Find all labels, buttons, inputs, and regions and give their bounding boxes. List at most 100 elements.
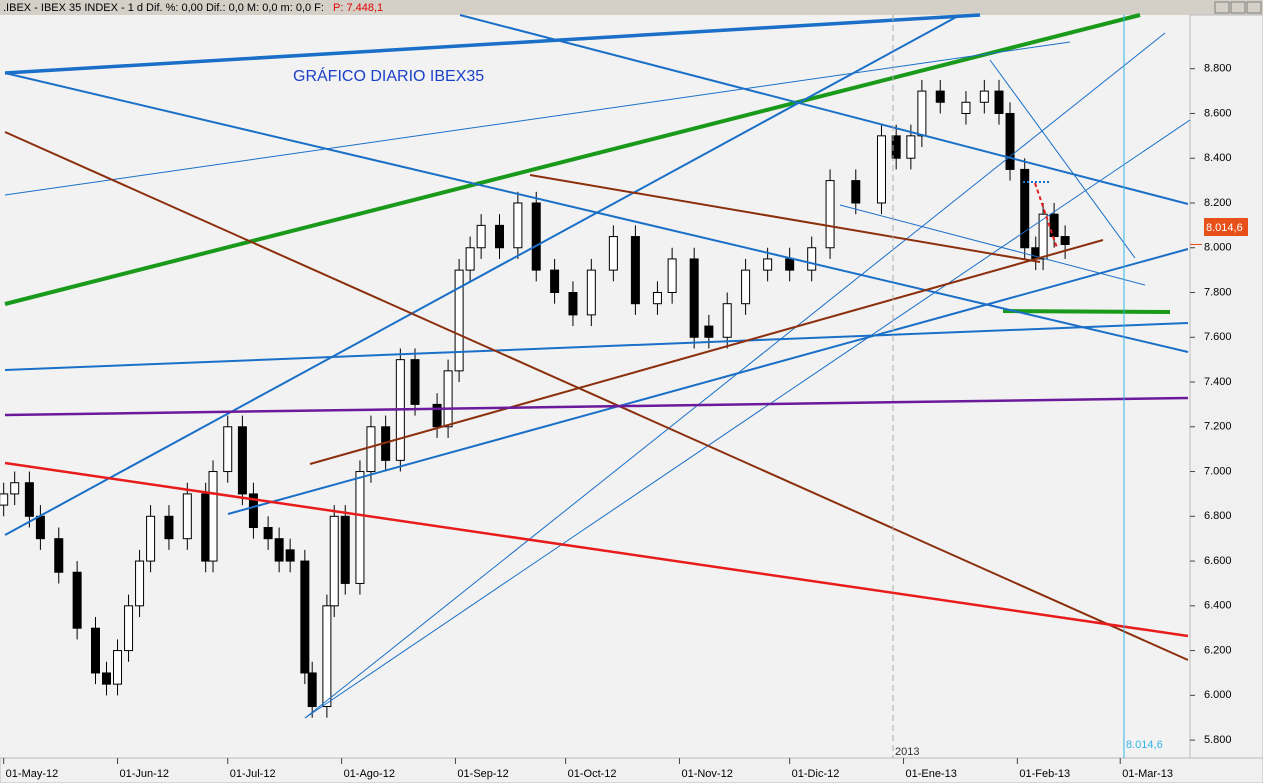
candle-body [329,515,339,607]
candle-body [340,515,350,584]
candle-body [248,493,258,528]
plot-area [0,15,1190,758]
year-label: 2013 [895,746,919,758]
y-tick-label: 8.400 [1204,152,1232,164]
y-tick-label: 8.000 [1204,242,1232,254]
last-price: 8.014,6 [1206,222,1243,234]
candle-body [102,672,112,685]
candle-body [891,135,901,159]
candle-body [513,202,523,249]
x-tick-label: 01-Jul-12 [230,768,276,780]
candle-body [763,258,773,271]
x-tick-label: 01-Dic-12 [792,768,840,780]
candle-body [300,560,310,674]
candle-body [35,515,45,540]
candle-body [935,90,945,103]
x-tick-label: 01-Mar-13 [1122,768,1173,780]
candle-body [465,247,475,271]
candle-body [851,180,861,204]
candle-body [961,101,971,114]
candle-body [586,269,596,316]
y-tick-label: 5.800 [1204,734,1232,746]
candle-body [454,269,464,372]
candle-body [285,549,295,562]
candle-body [322,605,332,708]
candle-body [979,90,989,103]
candle-body [531,202,541,271]
candle-body [237,426,247,495]
y-tick-label: 8.200 [1204,197,1232,209]
candle-body [223,426,233,473]
candle-body [689,258,699,338]
candle-body [113,650,123,685]
y-tick-label: 7.200 [1204,421,1232,433]
x-tick-label: 01-Jun-12 [120,768,170,780]
candle-body [263,526,273,540]
x-tick-label: 01-Nov-12 [681,768,732,780]
candle-body [366,426,376,473]
y-tick-label: 7.400 [1204,376,1232,388]
header-bar [0,0,1263,15]
x-tick-label: 01-Oct-12 [568,768,617,780]
candle-body [1038,213,1048,260]
candle-body [741,269,751,305]
y-tick-label: 7.600 [1204,331,1232,343]
candle-body [1020,168,1030,249]
candle-body [201,493,211,562]
y-tick-label: 8.800 [1204,63,1232,75]
x-tick-label: 01-Ago-12 [344,768,395,780]
x-tick-label: 01-Feb-13 [1019,768,1070,780]
y-tick-label: 6.400 [1204,600,1232,612]
y-tick-label: 6.600 [1204,555,1232,567]
candle-body [652,292,662,305]
y-tick-label: 6.000 [1204,689,1232,701]
y-tick-label: 8.600 [1204,107,1232,119]
cursor-price: 8.014,6 [1126,739,1163,751]
candle-body [410,359,420,405]
candle-body [72,571,82,629]
candle-body [476,224,486,249]
y-tick-label: 7.000 [1204,465,1232,477]
candle-body [10,482,20,495]
y-tick-label: 7.800 [1204,286,1232,298]
candle-body [1005,112,1015,170]
header-price: P: 7.448,1 [333,2,383,14]
candle-body [432,403,442,428]
candle-body [355,471,365,584]
candle-body [24,482,34,517]
candle-body [135,560,145,607]
candles [0,79,1070,718]
candle-body [667,258,677,294]
x-axis-area [0,757,1263,783]
candle-body [876,135,886,204]
candle-body [994,90,1004,114]
y-axis-area [1189,14,1263,759]
candle-body [0,493,9,506]
candle-body [807,247,817,271]
candle-body [495,224,505,249]
header-text: .IBEX - IBEX 35 INDEX - 1 d Dif. %: 0,00… [3,2,324,14]
candle-body [704,325,714,338]
candle-body [630,236,640,305]
candle-body [274,538,284,562]
x-tick-label: 01-Ene-13 [906,768,957,780]
candle-body [722,303,732,338]
candle-body [208,471,218,562]
candle-body [182,493,192,540]
candle-body [307,672,317,708]
candle-body [443,370,453,428]
candle-body [90,627,100,674]
candle-body [825,180,835,249]
x-tick-label: 01-Sep-12 [457,768,508,780]
candle-body [164,515,174,540]
y-tick-label: 6.800 [1204,510,1232,522]
x-tick-label: 01-May-12 [6,768,59,780]
candle-body [1060,236,1070,245]
y-tick-label: 6.200 [1204,644,1232,656]
candle-body [906,135,916,159]
candle-body [608,236,618,271]
candle-body [124,605,134,652]
candle-body [54,538,64,573]
